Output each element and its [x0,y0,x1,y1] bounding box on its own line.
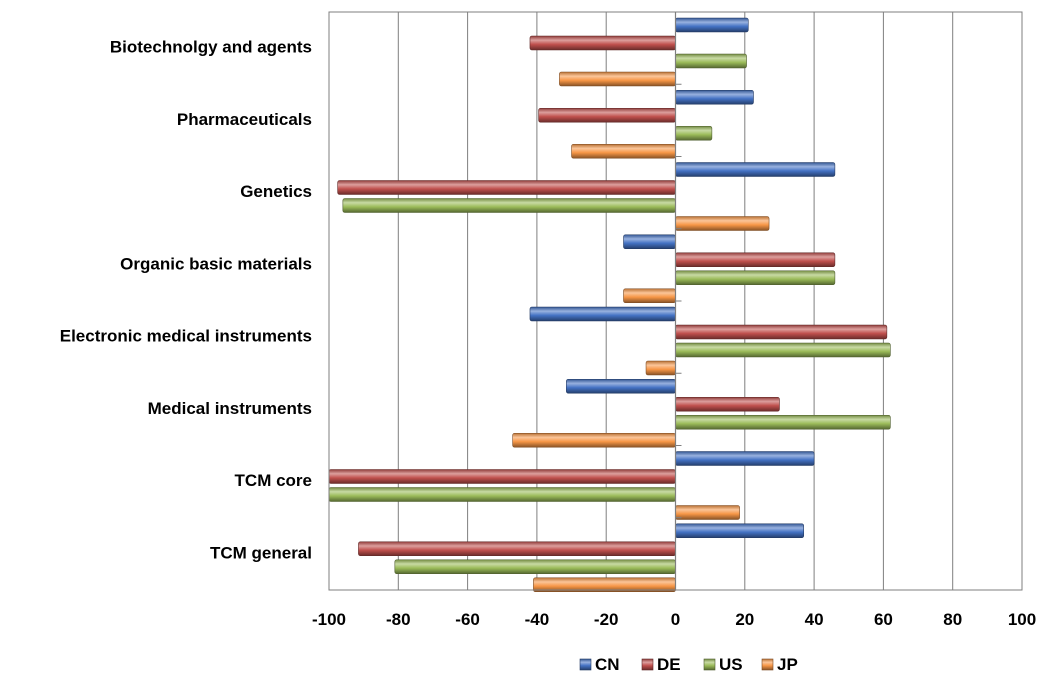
bar-de-3 [675,252,836,268]
bar-de-5 [675,396,780,412]
bar-de-0 [529,35,676,51]
bar-jp-6 [675,505,740,520]
legend: CN DE US JP [579,655,798,674]
category-label: Pharmaceuticals [177,110,312,129]
category-labels: Biotechnolgy and agents Pharmaceuticals Ge… [60,38,312,563]
bar-us-0 [675,53,747,69]
bar-cn-2 [675,162,836,177]
x-tick-label: -20 [594,610,619,629]
bar-jp-0 [559,71,676,87]
bar-de-2 [337,180,676,195]
category-label: Biotechnolgy and agents [110,38,312,57]
bar-jp-3 [623,288,676,304]
category-label: Electronic medical instruments [60,327,312,346]
category-label: TCM core [235,471,312,490]
bar-de-6 [328,469,676,484]
x-tick-label: 80 [943,610,962,629]
legend-swatch-jp [761,658,774,671]
bar-jp-5 [512,432,676,448]
x-tick-label: -80 [386,610,411,629]
bar-us-2 [342,198,676,213]
bar-us-6 [328,487,676,502]
x-tick-label: 60 [874,610,893,629]
tick-labels: -100 -80 -60 -40 -20 0 20 40 60 80 100 [312,610,1036,629]
legend-label-cn: CN [595,655,620,674]
bar-jp-2 [675,216,770,231]
bar-cn-1 [675,89,754,105]
legend-label-jp: JP [777,655,798,674]
bar-jp-1 [571,143,676,159]
bar-cn-6 [675,451,815,466]
x-tick-label: 100 [1008,610,1036,629]
x-tick-label: -60 [455,610,480,629]
bar-cn-3 [623,234,676,250]
legend-label-us: US [719,655,743,674]
bar-de-4 [675,324,888,340]
legend-swatch-us [703,658,716,671]
bar-cn-7 [675,523,805,539]
category-label: Organic basic materials [120,254,312,273]
x-tick-label: 0 [671,610,680,629]
bar-cn-0 [675,17,749,33]
bar-de-1 [538,107,676,123]
category-label: TCM general [210,543,312,562]
bar-us-1 [675,125,713,141]
category-label: Genetics [240,182,312,201]
bar-jp-4 [645,360,676,376]
bar-us-5 [675,414,891,430]
legend-swatch-de [641,658,654,671]
bar-us-7 [394,559,676,575]
legend-label-de: DE [657,655,681,674]
x-tick-label: -100 [312,610,346,629]
bar-de-7 [358,541,676,557]
bars [328,17,891,593]
axes [328,11,1023,591]
legend-swatch-cn [579,658,592,671]
bar-us-3 [675,270,836,286]
bar-us-4 [675,342,891,358]
x-tick-label: -40 [525,610,550,629]
bar-cn-5 [566,378,676,394]
x-tick-label: 20 [735,610,754,629]
x-tick-label: 40 [805,610,824,629]
category-label: Medical instruments [148,399,312,418]
bar-cn-4 [529,306,676,322]
